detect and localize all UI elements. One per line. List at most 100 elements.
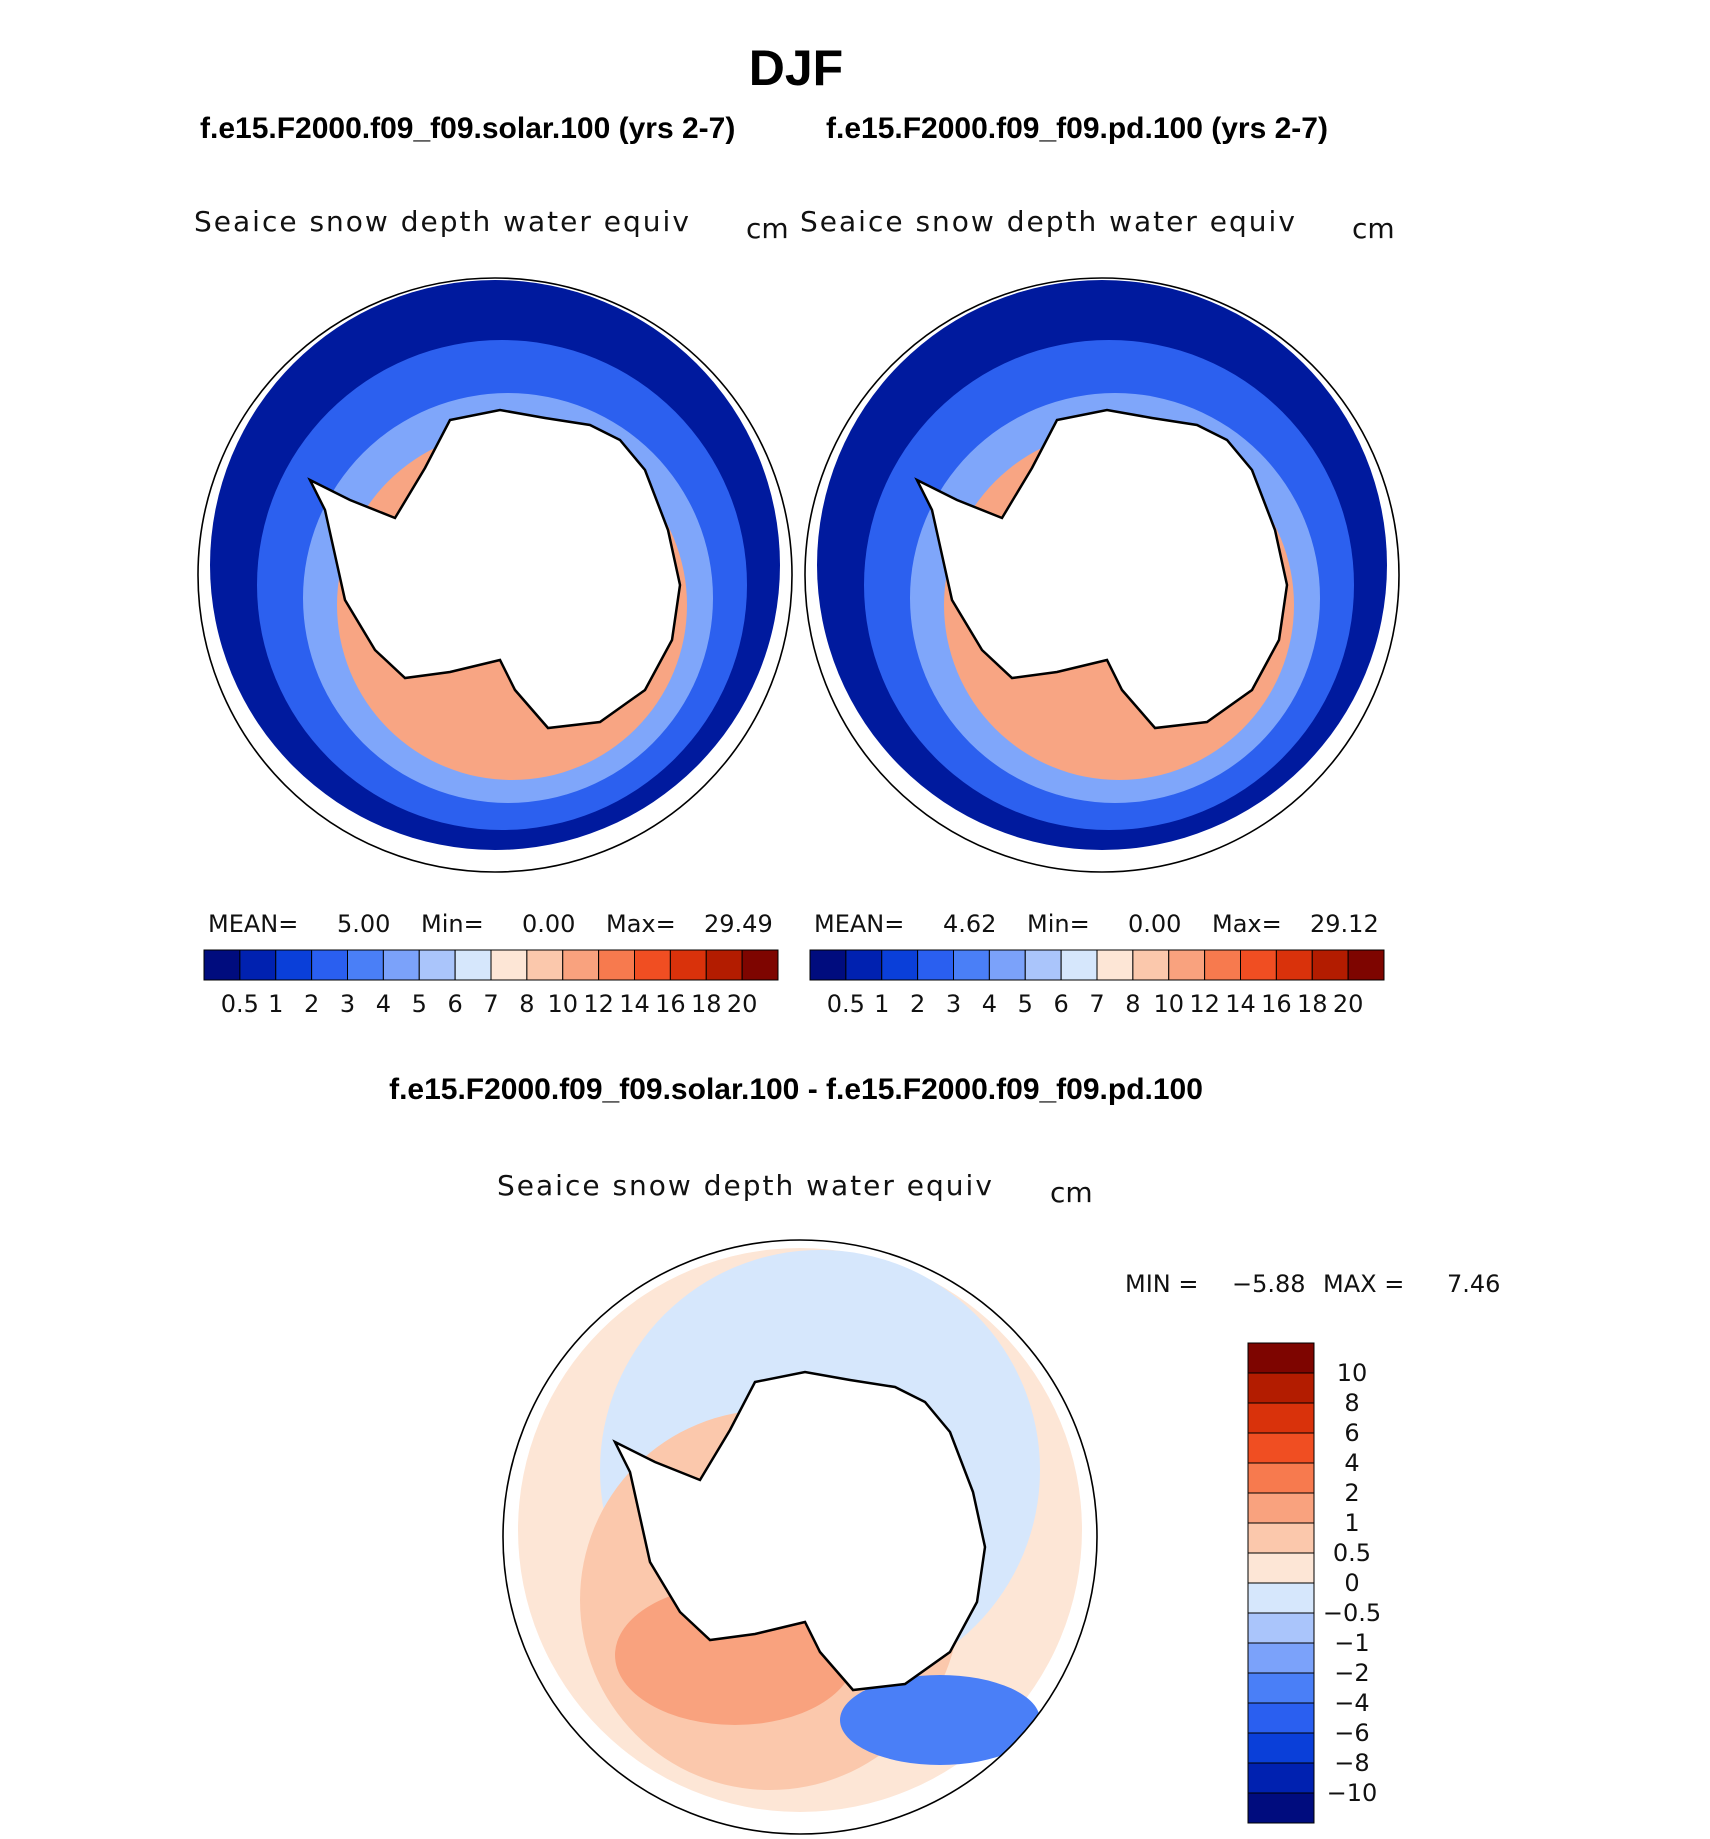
colorbar-tick-label: 6	[1053, 990, 1068, 1018]
colorbar-tick-label: 10	[547, 990, 578, 1018]
colorbar-tick-label: 20	[727, 990, 758, 1018]
panel-diff-stats: MIN = −5.88 MAX = 7.46	[1125, 1270, 1500, 1298]
panel-pd: Seaice snow depth water equiv cm MEAN= 4…	[800, 205, 1400, 1018]
colorbar-tick-label: 2	[1344, 1479, 1359, 1507]
colorbar-swatch	[988, 949, 1026, 981]
colorbar-swatch	[454, 949, 492, 981]
colorbar-swatch	[1096, 949, 1134, 981]
panel-solar-colorbar: 0.5 1 2 3 4 5 6 7 8 10 12 14 16 18 20	[203, 949, 779, 1018]
colorbar-tick-label: 8	[1125, 990, 1140, 1018]
colorbar-tick-label: 4	[982, 990, 997, 1018]
colorbar-swatch	[418, 949, 456, 981]
stat-max-value: 7.46	[1447, 1270, 1500, 1298]
colorbar-tick-label: 8	[519, 990, 534, 1018]
colorbar-tick-label: 12	[1189, 990, 1220, 1018]
colorbar-swatch	[1311, 949, 1349, 981]
colorbar-tick-label: 1	[268, 990, 283, 1018]
colorbar-swatch	[562, 949, 600, 981]
colorbar-tick-label: 4	[1344, 1449, 1359, 1477]
colorbar-swatch	[917, 949, 954, 981]
colorbar-tick-label: −10	[1327, 1779, 1378, 1807]
colorbar-swatch	[1204, 949, 1241, 981]
stat-max-value: 29.49	[704, 910, 773, 938]
panel-diff-units: cm	[1050, 1176, 1093, 1209]
case1-header: f.e15.F2000.f09_f09.solar.100 (yrs 2-7)	[200, 112, 735, 145]
colorbar-tick-label: 18	[691, 990, 722, 1018]
colorbar-tick-label: 7	[1089, 990, 1104, 1018]
colorbar-swatch	[203, 949, 241, 981]
panel-pd-title: Seaice snow depth water equiv	[800, 205, 1297, 238]
stat-min-label: Min=	[1027, 910, 1090, 938]
colorbar-swatch	[1247, 1372, 1315, 1404]
colorbar-swatch	[809, 949, 847, 981]
difference-header: f.e15.F2000.f09_f09.solar.100 - f.e15.F2…	[389, 1073, 1203, 1106]
colorbar-tick-label: 10	[1153, 990, 1184, 1018]
colorbar-tick-label: 20	[1333, 990, 1364, 1018]
colorbar-swatch	[382, 949, 420, 981]
stat-min-label: MIN =	[1125, 1270, 1198, 1298]
colorbar-tick-label: 0.5	[221, 990, 259, 1018]
panel-pd-boundary	[804, 277, 1400, 873]
colorbar-swatch	[1132, 949, 1170, 981]
colorbar-swatch	[845, 949, 883, 981]
colorbar-swatch	[1247, 1522, 1315, 1554]
colorbar-swatch	[1247, 1462, 1315, 1494]
antarctica-continent	[307, 408, 682, 730]
colorbar-tick-label: −6	[1334, 1719, 1369, 1747]
colorbar-swatch	[1060, 949, 1098, 981]
case2-header: f.e15.F2000.f09_f09.pd.100 (yrs 2-7)	[826, 112, 1328, 145]
panel-solar-title: Seaice snow depth water equiv	[194, 205, 691, 238]
colorbar-swatch	[634, 949, 671, 981]
colorbar-swatch	[1347, 949, 1385, 981]
colorbar-swatch	[490, 949, 528, 981]
colorbar-tick-label: 2	[910, 990, 925, 1018]
colorbar-swatch	[239, 949, 277, 981]
panel-pd-map	[817, 280, 1387, 850]
colorbar-swatch	[1240, 949, 1277, 981]
colorbar-swatch	[1168, 949, 1206, 981]
panel-solar-map	[210, 280, 780, 850]
panel-diff-title: Seaice snow depth water equiv	[497, 1169, 994, 1202]
colorbar-swatch	[275, 949, 313, 981]
stat-min-value: 0.00	[1128, 910, 1181, 938]
colorbar-swatch	[1247, 1402, 1315, 1434]
colorbar-swatch	[741, 949, 779, 981]
stat-max-value: 29.12	[1310, 910, 1379, 938]
colorbar-tick-label: 7	[483, 990, 498, 1018]
colorbar-swatch	[1247, 1582, 1315, 1614]
stat-mean-value: 5.00	[337, 910, 390, 938]
colorbar-tick-label: 16	[655, 990, 686, 1018]
colorbar-tick-label: 16	[1261, 990, 1292, 1018]
colorbar-tick-label: −2	[1334, 1659, 1369, 1687]
stat-min-value: 0.00	[522, 910, 575, 938]
colorbar-swatch	[705, 949, 743, 981]
stat-min-value: −5.88	[1232, 1270, 1306, 1298]
colorbar-tick-label: 5	[1018, 990, 1033, 1018]
panel-solar-units: cm	[746, 212, 789, 245]
colorbar-tick-label: 5	[412, 990, 427, 1018]
colorbar-swatch	[1247, 1732, 1315, 1764]
panel-solar-boundary	[197, 277, 793, 873]
colorbar-tick-label: 12	[583, 990, 614, 1018]
panel-solar: Seaice snow depth water equiv cm MEAN= 5…	[194, 205, 793, 1018]
colorbar-tick-label: 0.5	[1333, 1539, 1371, 1567]
colorbar-tick-label: 14	[1225, 990, 1256, 1018]
colorbar-swatch	[669, 949, 707, 981]
antarctica-continent	[914, 408, 1289, 730]
colorbar-tick-label: −8	[1334, 1749, 1369, 1777]
panel-diff-map	[518, 1248, 1082, 1812]
colorbar-tick-label: 1	[1344, 1509, 1359, 1537]
stat-max-label: Max=	[1212, 910, 1282, 938]
colorbar-swatch	[953, 949, 990, 981]
colorbar-tick-label: 0.5	[827, 990, 865, 1018]
colorbar-swatch	[1247, 1492, 1315, 1524]
panel-pd-units: cm	[1352, 212, 1395, 245]
colorbar-tick-label: 8	[1344, 1389, 1359, 1417]
panel-pd-stats: MEAN= 4.62 Min= 0.00 Max= 29.12	[814, 910, 1379, 938]
stat-mean-label: MEAN=	[208, 910, 298, 938]
stat-max-label: Max=	[606, 910, 676, 938]
colorbar-swatch	[347, 949, 384, 981]
colorbar-tick-label: 3	[946, 990, 961, 1018]
stat-mean-label: MEAN=	[814, 910, 904, 938]
